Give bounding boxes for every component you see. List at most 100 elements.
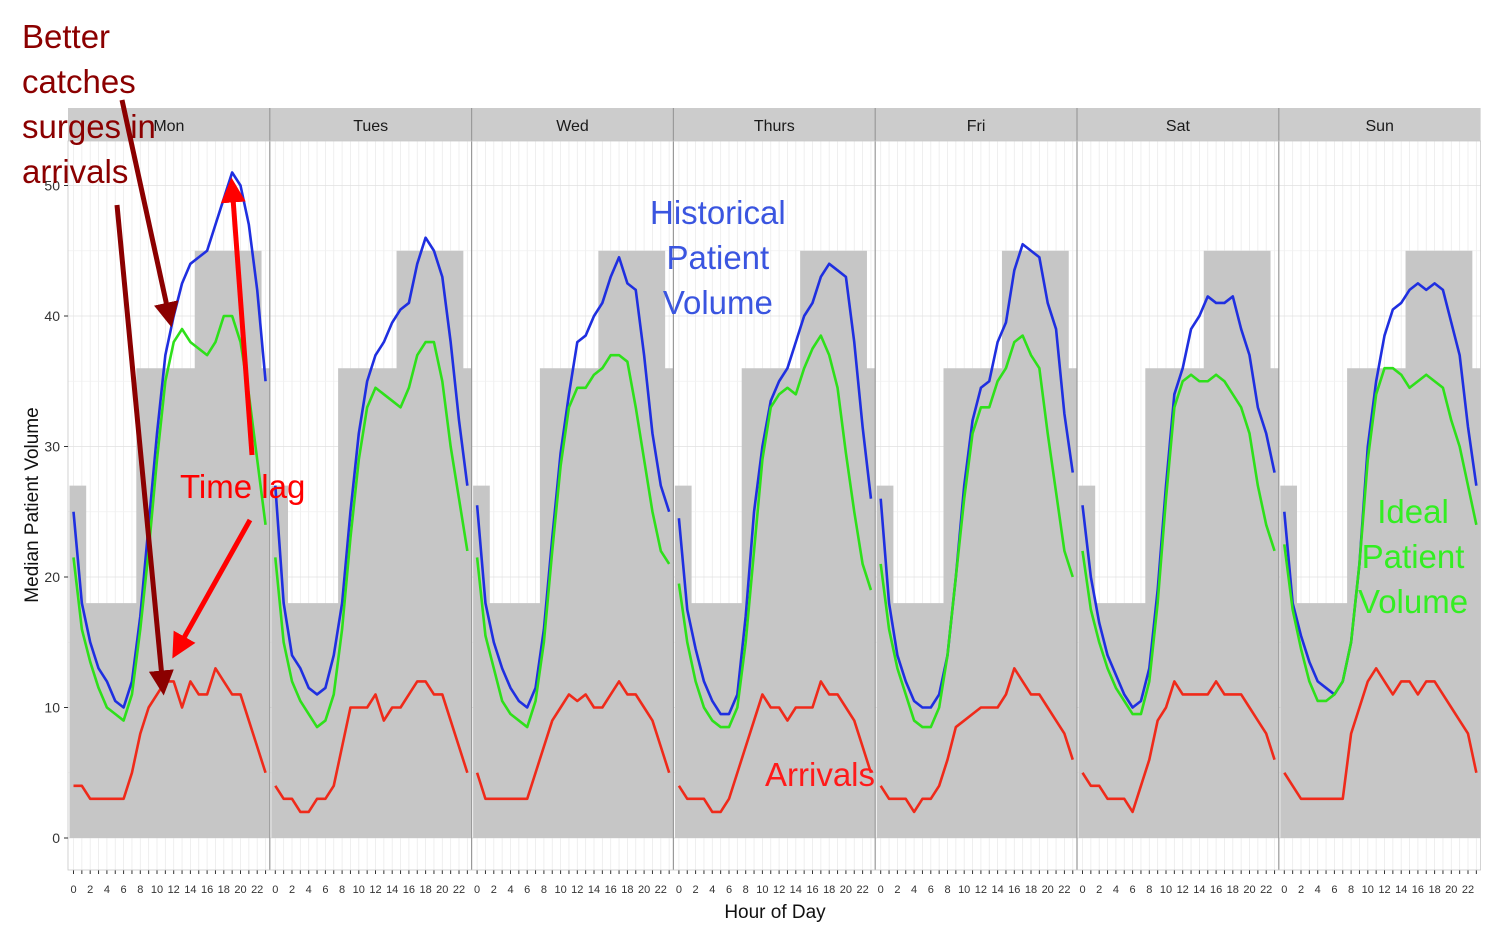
x-tick-label: 8 <box>944 884 950 896</box>
x-tick-label: 0 <box>878 884 884 896</box>
x-tick-label: 12 <box>1378 884 1390 896</box>
strip-label: Wed <box>556 118 589 135</box>
x-tick-label: 4 <box>911 884 917 896</box>
staffing-area <box>876 250 1077 838</box>
arrivals-line <box>274 680 469 814</box>
annotation-ideal: Ideal Patient Volume <box>1358 493 1469 620</box>
x-tick-label: 22 <box>453 884 465 896</box>
x-tick-label: 8 <box>137 884 143 896</box>
arrivals-line <box>475 680 671 801</box>
x-axis-title: Hour of Day <box>724 902 826 923</box>
x-tick-label: 10 <box>554 884 566 896</box>
x-tick-label: 4 <box>1315 884 1321 896</box>
x-tick-label: 22 <box>1058 884 1070 896</box>
x-tick-label: 18 <box>823 884 835 896</box>
x-tick-label: 18 <box>218 884 230 896</box>
x-tick-label: 16 <box>806 884 818 896</box>
x-tick-label: 10 <box>1160 884 1172 896</box>
panel-sun: Sun 0 2 4 6 8 10 12 14 16 18 20 22 <box>1278 108 1481 896</box>
strip-background <box>1077 108 1279 141</box>
strip-background <box>1278 108 1481 141</box>
x-tick-label: 22 <box>251 884 263 896</box>
strip-label: Sun <box>1365 118 1393 135</box>
x-tick-label: 20 <box>234 884 246 896</box>
strip-background <box>269 108 472 141</box>
plot-frame <box>67 140 1481 871</box>
x-tick-label: 2 <box>491 884 497 896</box>
panel-mon: Mon 0 2 4 6 8 10 12 14 16 18 20 22 <box>68 108 270 896</box>
x-tick-label: 18 <box>1025 884 1037 896</box>
strip-background <box>875 108 1077 141</box>
x-tick-label: 6 <box>1331 884 1337 896</box>
x-tick-label: 12 <box>369 884 381 896</box>
y-tick-label: 30 <box>44 439 60 455</box>
x-tick-label: 20 <box>436 884 448 896</box>
x-tick-label: 6 <box>726 884 732 896</box>
staffing-area <box>69 250 270 838</box>
x-tick-label: 0 <box>70 884 76 896</box>
x-tick-label: 6 <box>121 884 127 896</box>
x-tick-label: 20 <box>1042 884 1054 896</box>
x-tick-label: 2 <box>1096 884 1102 896</box>
panel-wed: Wed 0 2 4 6 8 10 12 14 16 18 20 22 <box>471 108 674 896</box>
x-tick-label: 18 <box>1428 884 1440 896</box>
x-tick-label: 16 <box>1210 884 1222 896</box>
arrivals-line <box>879 667 1074 814</box>
x-tick-label: 6 <box>1130 884 1136 896</box>
strip-label: Tues <box>353 118 388 135</box>
annotation-arrows <box>114 99 255 696</box>
strip-label: Thurs <box>754 118 795 135</box>
annotation-historical: Historical Patient Volume <box>650 194 786 321</box>
y-tick-label: 0 <box>52 830 60 846</box>
ideal-line <box>72 314 267 722</box>
strip-background <box>68 108 270 141</box>
x-tick-label: 16 <box>605 884 617 896</box>
panel-fri: Fri 0 2 4 6 8 10 12 14 16 18 20 22 <box>874 108 1077 896</box>
x-tick-label: 8 <box>339 884 345 896</box>
x-tick-label: 20 <box>1243 884 1255 896</box>
historical-line <box>879 242 1075 709</box>
y-tick-label: 20 <box>44 569 60 585</box>
panel-thurs: Thurs 0 2 4 6 8 10 12 14 16 18 20 22 <box>672 108 876 896</box>
strip-label: Sat <box>1166 118 1191 135</box>
x-tick-label: 6 <box>524 884 530 896</box>
x-tick-label: 10 <box>958 884 970 896</box>
x-tick-label: 16 <box>1412 884 1424 896</box>
historical-line <box>1283 282 1478 696</box>
x-tick-label: 22 <box>1462 884 1474 896</box>
x-tick-label: 14 <box>184 884 196 896</box>
x-tick-label: 12 <box>975 884 987 896</box>
x-tick-label: 20 <box>638 884 650 896</box>
historical-line <box>475 255 671 709</box>
x-tick-label: 0 <box>272 884 278 896</box>
staffing-area <box>674 250 875 838</box>
ideal-line <box>475 353 671 729</box>
x-tick-label: 4 <box>1113 884 1119 896</box>
ideal-line <box>677 334 873 729</box>
panel-tues: Tues 0 2 4 6 8 10 12 14 16 18 20 22 <box>269 108 472 896</box>
ideal-line <box>879 334 1074 729</box>
x-tick-label: 12 <box>773 884 785 896</box>
x-tick-label: 8 <box>743 884 749 896</box>
strip-background <box>673 108 876 141</box>
x-tick-label: 14 <box>1395 884 1407 896</box>
arrivals-line <box>677 680 873 814</box>
x-tick-label: 10 <box>151 884 163 896</box>
arrivals-line <box>1283 667 1478 801</box>
annotation-arrivals: Arrivals <box>765 756 876 793</box>
historical-line <box>1081 295 1276 709</box>
y-tick-label: 10 <box>44 700 60 716</box>
x-tick-label: 10 <box>353 884 365 896</box>
x-tick-label: 2 <box>894 884 900 896</box>
annotation-time-lag: Time lag <box>180 468 306 505</box>
x-tick-label: 6 <box>928 884 934 896</box>
x-tick-label: 0 <box>474 884 480 896</box>
x-tick-label: 12 <box>571 884 583 896</box>
strip-background <box>471 108 674 141</box>
historical-line <box>677 262 873 716</box>
panel-sat: Sat 0 2 4 6 8 10 12 14 16 18 20 22 <box>1076 108 1279 896</box>
x-tick-label: 14 <box>386 884 398 896</box>
surge-arrow-upper <box>119 99 179 328</box>
x-tick-label: 16 <box>403 884 415 896</box>
